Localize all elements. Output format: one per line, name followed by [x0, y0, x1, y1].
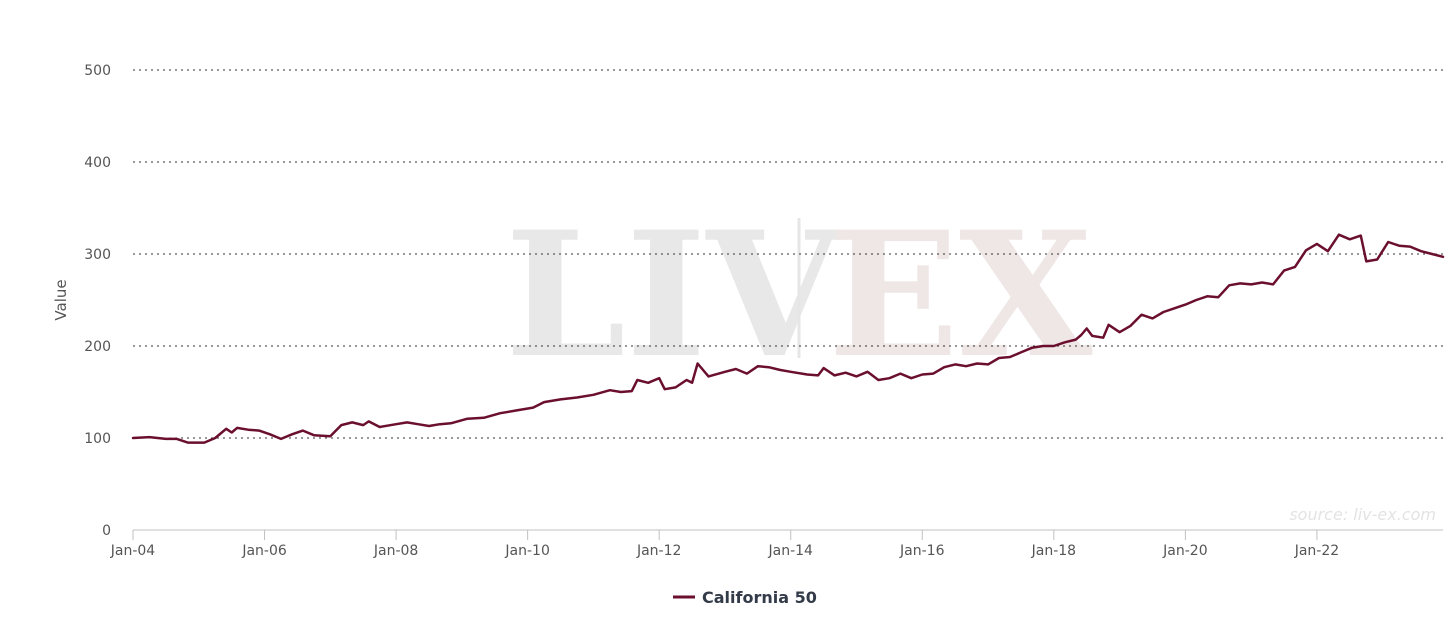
- series-line-california-50: [131, 233, 1445, 444]
- y-tick-label: 100: [84, 431, 111, 447]
- x-tick-label: Jan-04: [110, 543, 156, 559]
- watermark-right-text: EX: [828, 193, 1093, 396]
- watermark-left-text: LIV: [505, 193, 842, 396]
- y-axis-tick-labels: 0 100 200 300 400 500: [84, 63, 111, 539]
- x-tick-label: Jan-14: [768, 543, 814, 559]
- x-tick-label: Jan-12: [636, 543, 681, 559]
- x-tick-label: Jan-10: [504, 543, 549, 559]
- legend-label-california-50[interactable]: California 50: [702, 588, 817, 607]
- x-tick-label: Jan-22: [1294, 543, 1339, 559]
- y-tick-label: 400: [84, 155, 111, 171]
- y-tick-label: 300: [84, 247, 111, 263]
- y-axis-title: Value: [52, 279, 70, 320]
- x-axis-ticks: Jan-04 Jan-06 Jan-08 Jan-10 Jan-12 Jan-14 Jan-…: [110, 530, 1339, 559]
- x-tick-label: Jan-16: [899, 543, 945, 559]
- gridlines: [133, 69, 1443, 439]
- source-label: source: liv-ex.com: [1289, 505, 1436, 524]
- legend[interactable]: California 50: [673, 588, 817, 607]
- x-tick-label: Jan-18: [1031, 543, 1076, 559]
- x-tick-label: Jan-08: [373, 543, 418, 559]
- y-tick-label: 200: [84, 339, 111, 355]
- x-tick-label: Jan-20: [1162, 543, 1207, 559]
- y-tick-label: 500: [84, 63, 111, 79]
- x-tick-label: Jan-06: [241, 543, 287, 559]
- liv-ex-watermark: LIV EX: [505, 193, 1093, 396]
- y-tick-label: 0: [102, 523, 111, 539]
